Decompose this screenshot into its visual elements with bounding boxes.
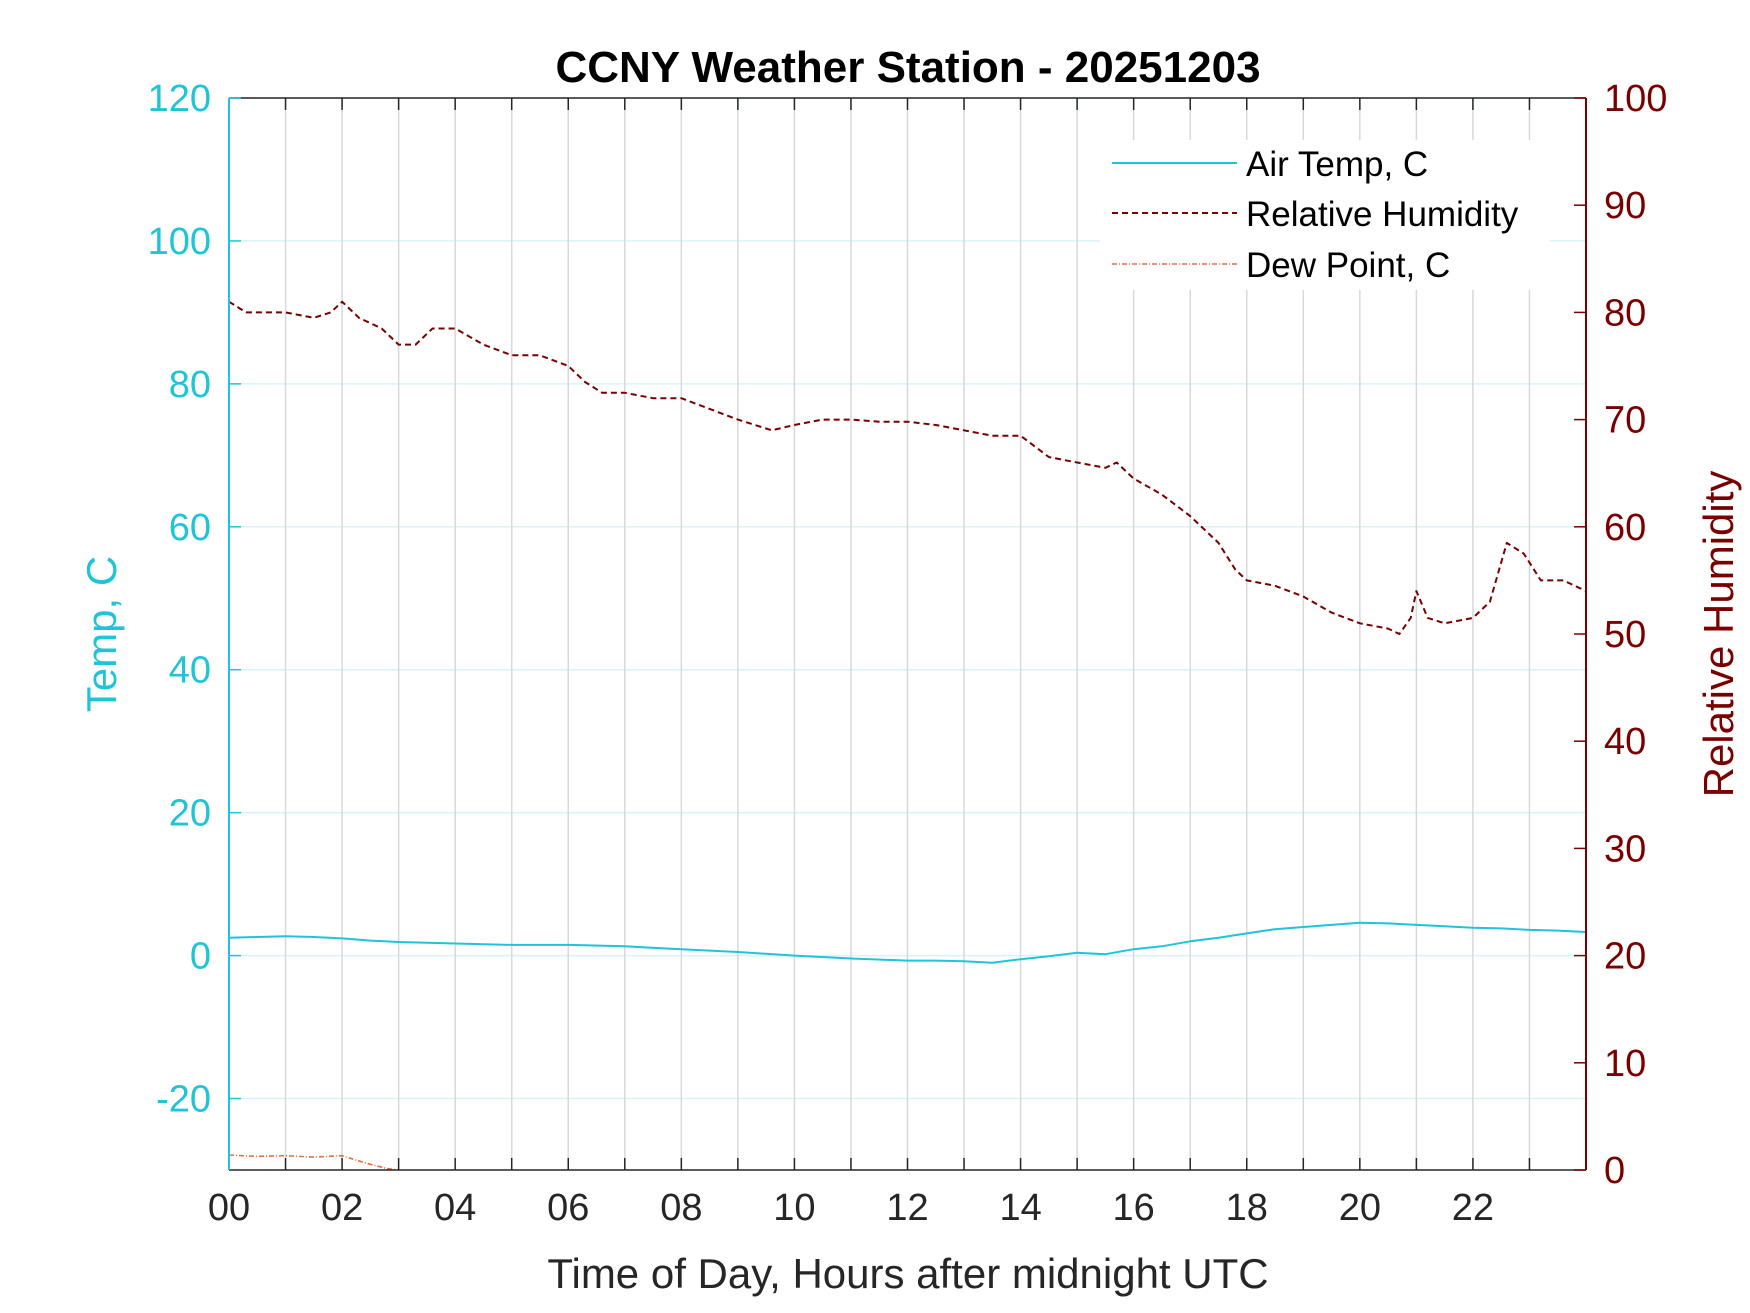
y-left-tick-label: -20: [156, 1079, 211, 1121]
series-layer: [229, 300, 1586, 1170]
y-right-tick-label: 40: [1604, 721, 1646, 763]
ticks-layer: 00 02 04 06 08 10 12 14 16 18 20 22120100806040200-…: [148, 78, 1668, 1229]
air-temp-line: [229, 921, 1586, 964]
y-right-axis-label: Relative Humidity: [1695, 471, 1742, 798]
x-tick-label: 04: [434, 1187, 476, 1229]
y-left-tick-label: 40: [169, 650, 211, 692]
y-left-tick-label: 100: [148, 221, 211, 263]
legend-label-air-temp: Air Temp, C: [1246, 145, 1428, 184]
x-tick-label: 10: [773, 1187, 815, 1229]
y-right-tick-label: 50: [1604, 614, 1646, 656]
y-right-tick-label: 0: [1604, 1150, 1625, 1192]
x-tick-label: 06: [547, 1187, 589, 1229]
legend-box: [1100, 140, 1550, 290]
legend-label-humidity: Relative Humidity: [1246, 195, 1519, 234]
y-right-tick-label: 20: [1604, 936, 1646, 978]
y-right-tick-label: 80: [1604, 292, 1646, 334]
chart-title: CCNY Weather Station - 20251203: [555, 43, 1260, 92]
x-tick-label: 00: [208, 1187, 250, 1229]
x-tick-label: 18: [1226, 1187, 1268, 1229]
y-right-tick-label: 10: [1604, 1043, 1646, 1085]
x-tick-label: 16: [1113, 1187, 1155, 1229]
dew-point-line: [229, 1154, 399, 1170]
legend-label-dew-point: Dew Point, C: [1246, 246, 1450, 285]
x-tick-label: 02: [321, 1187, 363, 1229]
y-right-tick-label: 30: [1604, 828, 1646, 870]
x-tick-label: 08: [660, 1187, 702, 1229]
x-tick-label: 14: [999, 1187, 1041, 1229]
x-axis-label: Time of Day, Hours after midnight UTC: [547, 1250, 1268, 1297]
y-left-tick-label: 0: [190, 936, 211, 978]
x-tick-label: 20: [1339, 1187, 1381, 1229]
axes-layer: [228, 97, 1587, 1171]
y-left-axis-label: Temp, C: [78, 556, 125, 712]
legend: Air Temp, C Relative Humidity Dew Point,…: [1100, 140, 1550, 290]
x-tick-label: 12: [886, 1187, 928, 1229]
y-right-tick-label: 60: [1604, 507, 1646, 549]
humidity-line: [229, 300, 1586, 635]
y-left-tick-label: 20: [169, 793, 211, 835]
y-right-tick-label: 100: [1604, 78, 1667, 120]
y-left-tick-label: 60: [169, 507, 211, 549]
y-right-tick-label: 90: [1604, 185, 1646, 227]
y-left-tick-label: 80: [169, 364, 211, 406]
y-left-tick-label: 120: [148, 78, 211, 120]
x-tick-label: 22: [1452, 1187, 1494, 1229]
y-right-tick-label: 70: [1604, 400, 1646, 442]
